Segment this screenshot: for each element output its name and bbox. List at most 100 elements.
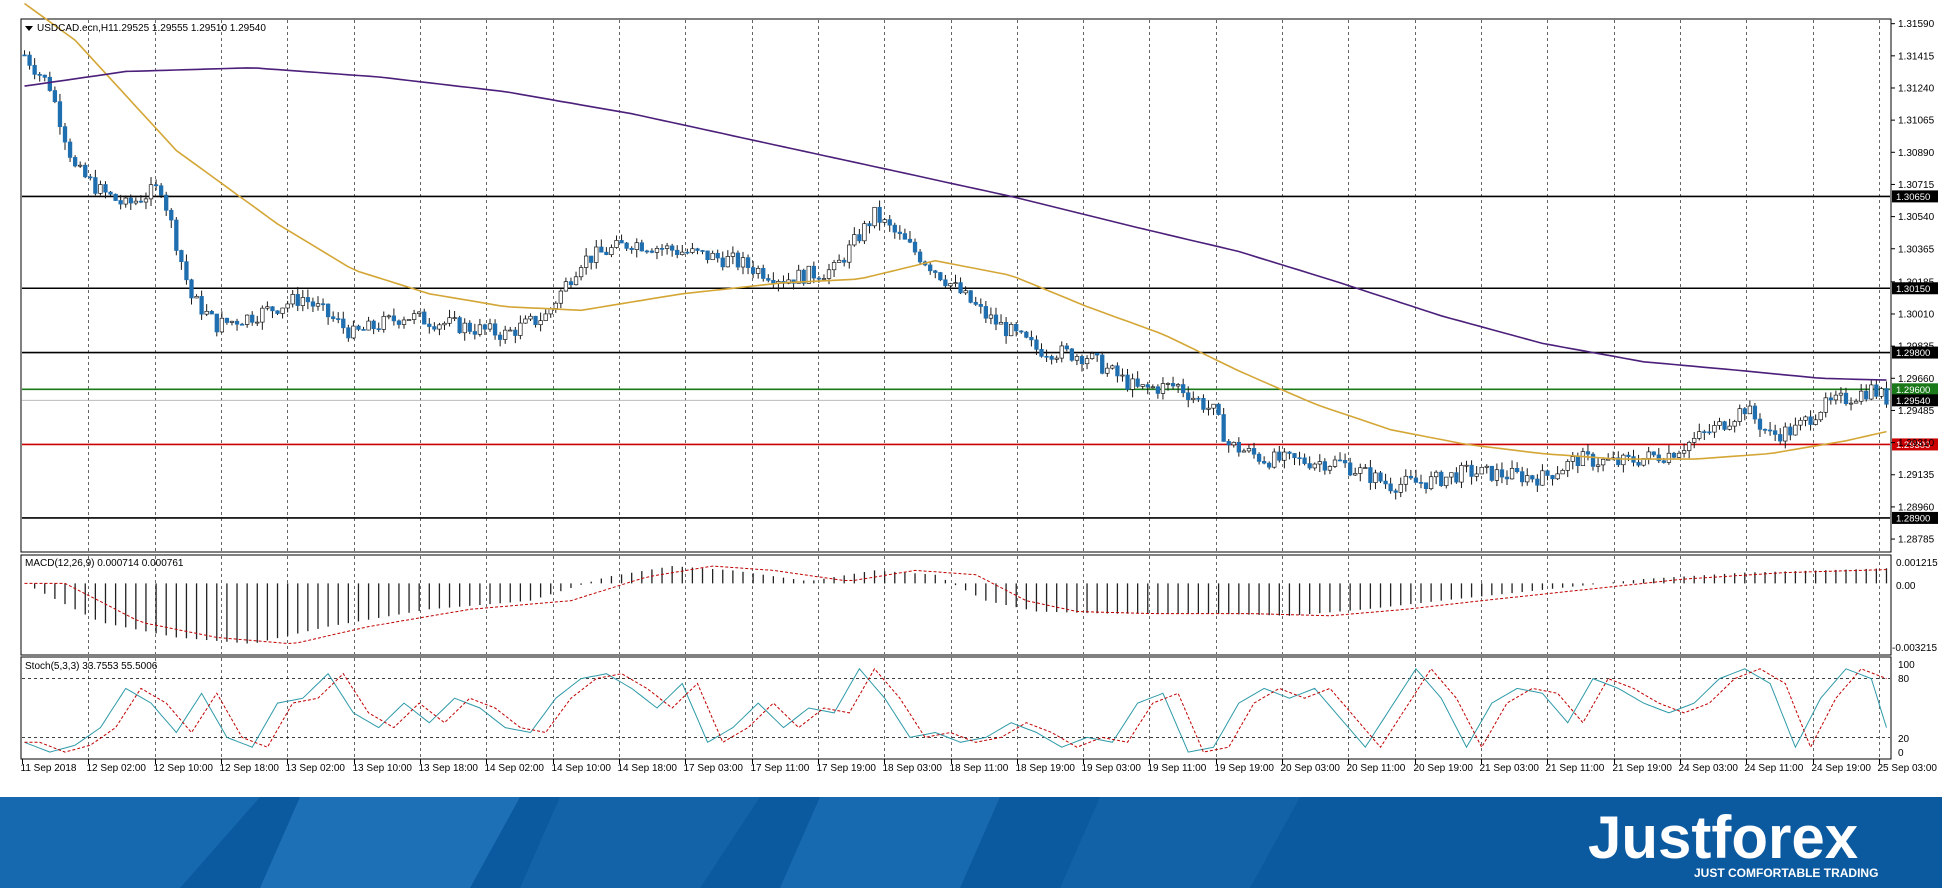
candle-body — [1838, 392, 1844, 396]
stochastic-grid — [22, 658, 1890, 758]
candle-body — [1843, 392, 1849, 404]
level-tag-label: 1.30650 — [1896, 192, 1930, 203]
time-label: 12 Sep 10:00 — [154, 763, 214, 774]
candle-body — [1853, 400, 1859, 404]
candle-body — [806, 265, 811, 284]
candle-body — [1327, 466, 1333, 471]
candle-body — [680, 251, 685, 255]
candle-body — [1646, 451, 1651, 459]
banner-shape — [780, 797, 1000, 888]
candle-body — [609, 247, 614, 256]
price-label: 1.29135 — [1898, 470, 1935, 481]
level-tag — [1892, 282, 1938, 295]
candle-body — [1469, 464, 1474, 477]
candle-body — [1818, 411, 1823, 421]
stoch-axis-label-100: 100 — [1898, 660, 1915, 671]
candle-body — [583, 255, 589, 268]
candle-body — [1110, 365, 1115, 369]
candle-body — [118, 200, 123, 205]
stochastic-label: Stoch(5,3,3) 33.7553 55.5006 — [25, 661, 158, 672]
candle-body — [907, 238, 913, 243]
candle-body — [27, 54, 32, 66]
candle-body — [938, 272, 943, 281]
candle-body — [700, 250, 705, 252]
time-label: 24 Sep 19:00 — [1812, 763, 1872, 774]
candle-body — [1216, 403, 1221, 415]
candle-body — [1251, 448, 1257, 455]
stoch-k-line — [24, 667, 1887, 753]
candle-body — [1676, 452, 1682, 458]
candle-body — [214, 313, 219, 333]
candle-body — [988, 314, 994, 319]
candle-body — [1003, 321, 1009, 337]
candle-body — [538, 320, 543, 325]
candle-body — [1864, 390, 1869, 400]
candle-body — [1848, 402, 1854, 405]
candle-body — [978, 304, 983, 307]
candle-body — [1307, 463, 1312, 469]
candle-body — [184, 261, 189, 281]
candle-body — [275, 310, 280, 314]
macd-panel[interactable]: MACD(12,26,9) 0.000714 0.000761 0.001215… — [20, 554, 1938, 656]
price-panel[interactable]: 1.30650 1.30150 1.29800 1.29600 1.29300 1.289… — [20, 2, 1938, 553]
candle-body — [629, 248, 634, 251]
candle-body — [204, 310, 209, 315]
macd-label: MACD(12,26,9) 0.000714 0.000761 — [25, 558, 184, 569]
time-label: 19 Sep 03:00 — [1082, 763, 1142, 774]
candle-body — [766, 278, 771, 281]
candle-body — [164, 194, 169, 211]
candle-body — [1439, 471, 1444, 486]
price-label: 1.29485 — [1898, 406, 1935, 417]
candle-body — [1732, 421, 1737, 427]
candle-body — [594, 246, 599, 263]
time-label: 21 Sep 03:00 — [1480, 763, 1540, 774]
candle-body — [1545, 470, 1550, 476]
price-label: 1.29310 — [1898, 438, 1935, 449]
moving-averages — [24, 2, 1887, 460]
candle-body — [745, 257, 751, 268]
candle-body — [1671, 452, 1677, 458]
candle-body — [897, 231, 902, 234]
candle-body — [1029, 336, 1034, 341]
candle-body — [882, 219, 887, 223]
candle-body — [123, 197, 128, 205]
candle-body — [209, 310, 214, 315]
level-tag-label: 1.29800 — [1896, 348, 1930, 359]
candle-body — [953, 282, 958, 284]
candle-body — [199, 296, 204, 315]
candle-body — [98, 184, 103, 194]
candle-body — [1140, 384, 1145, 387]
candle-body — [346, 327, 351, 339]
candle-body — [93, 177, 98, 194]
candle-body — [1681, 450, 1687, 454]
candle-body — [1565, 461, 1570, 471]
candle-body — [67, 141, 73, 158]
price-label: 1.31065 — [1898, 116, 1935, 127]
candle-body — [52, 90, 58, 103]
time-label: 20 Sep 03:00 — [1281, 763, 1341, 774]
time-label: 19 Sep 11:00 — [1148, 763, 1207, 774]
candle-body — [1692, 438, 1697, 443]
candle-body — [1717, 421, 1722, 426]
candle-body — [1100, 354, 1105, 374]
candle-body — [351, 325, 356, 339]
candle-body — [518, 322, 523, 336]
time-label: 24 Sep 03:00 — [1679, 763, 1739, 774]
candle-body — [503, 329, 508, 340]
candle-body — [756, 268, 761, 274]
time-label: 13 Sep 18:00 — [419, 763, 479, 774]
candle-body — [1575, 456, 1580, 467]
candle-body — [1059, 345, 1064, 359]
candle-body — [568, 281, 574, 286]
candle-body — [983, 306, 989, 319]
candle-body — [1383, 480, 1388, 485]
candle-body — [1489, 465, 1494, 481]
candle-body — [963, 290, 968, 294]
time-label: 20 Sep 19:00 — [1414, 763, 1474, 774]
candle-body — [224, 317, 230, 323]
candle-body — [1464, 464, 1469, 467]
candle-body — [113, 193, 118, 201]
candle-body — [1378, 472, 1383, 482]
collapse-triangle-icon[interactable] — [25, 26, 33, 31]
stochastic-panel[interactable]: Stoch(5,3,3) 33.7553 55.5006 100 80 20 0 — [20, 656, 1915, 760]
